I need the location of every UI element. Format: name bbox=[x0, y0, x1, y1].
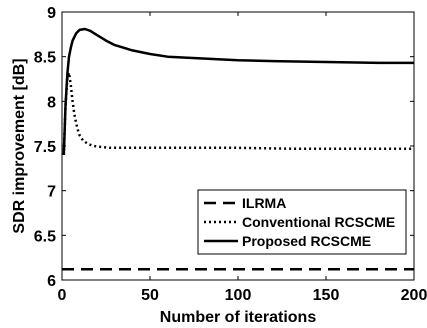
y-tick-label: 6 bbox=[47, 273, 56, 290]
x-tick-label: 150 bbox=[313, 287, 340, 304]
y-axis-label: SDR improvement [dB] bbox=[11, 58, 28, 233]
legend-box bbox=[197, 189, 407, 255]
ticks-layer: 0 50 100 150 200 6 6.5 7 7.5 8 8.5 9 bbox=[34, 5, 427, 304]
x-tick-label: 200 bbox=[401, 287, 427, 304]
y-tick-label: 7.5 bbox=[34, 139, 56, 156]
y-tick-label: 8 bbox=[47, 94, 56, 111]
x-tick-label: 50 bbox=[141, 287, 159, 304]
y-tick-label: 8.5 bbox=[34, 50, 56, 67]
y-tick-label: 6.5 bbox=[34, 228, 56, 245]
series-line-conventional-rcscme bbox=[62, 71, 414, 155]
x-tick-label: 0 bbox=[58, 287, 67, 304]
legend-label: ILRMA bbox=[242, 195, 286, 211]
x-tick-label: 100 bbox=[225, 287, 252, 304]
y-tick-label: 9 bbox=[47, 5, 56, 22]
series-layer bbox=[62, 27, 414, 271]
legend-label: Proposed RCSCME bbox=[242, 233, 371, 249]
legend-label: Conventional RCSCME bbox=[242, 214, 395, 230]
x-axis-label: Number of iterations bbox=[160, 309, 317, 326]
series-line-proposed-rcscme bbox=[62, 27, 414, 155]
y-tick-label: 7 bbox=[47, 184, 56, 201]
legend: ILRMA Conventional RCSCME Proposed RCSCME bbox=[197, 189, 407, 255]
